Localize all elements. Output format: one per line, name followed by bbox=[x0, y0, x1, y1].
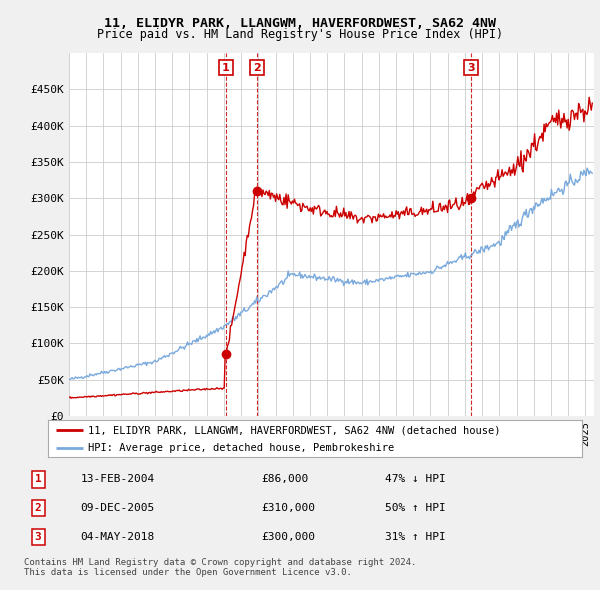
Text: 11, ELIDYR PARK, LLANGWM, HAVERFORDWEST, SA62 4NW (detached house): 11, ELIDYR PARK, LLANGWM, HAVERFORDWEST,… bbox=[88, 425, 500, 435]
Text: £300,000: £300,000 bbox=[261, 532, 315, 542]
Text: Price paid vs. HM Land Registry's House Price Index (HPI): Price paid vs. HM Land Registry's House … bbox=[97, 28, 503, 41]
Text: 3: 3 bbox=[35, 532, 41, 542]
Text: 47% ↓ HPI: 47% ↓ HPI bbox=[385, 474, 446, 484]
Text: £310,000: £310,000 bbox=[261, 503, 315, 513]
Text: Contains HM Land Registry data © Crown copyright and database right 2024.: Contains HM Land Registry data © Crown c… bbox=[24, 558, 416, 566]
Text: 09-DEC-2005: 09-DEC-2005 bbox=[80, 503, 155, 513]
Text: 1: 1 bbox=[35, 474, 41, 484]
Text: 2: 2 bbox=[253, 63, 261, 73]
Text: 11, ELIDYR PARK, LLANGWM, HAVERFORDWEST, SA62 4NW: 11, ELIDYR PARK, LLANGWM, HAVERFORDWEST,… bbox=[104, 17, 496, 30]
Text: 13-FEB-2004: 13-FEB-2004 bbox=[80, 474, 155, 484]
Text: This data is licensed under the Open Government Licence v3.0.: This data is licensed under the Open Gov… bbox=[24, 568, 352, 576]
Text: 1: 1 bbox=[222, 63, 230, 73]
Text: 2: 2 bbox=[35, 503, 41, 513]
Text: 31% ↑ HPI: 31% ↑ HPI bbox=[385, 532, 446, 542]
Text: 3: 3 bbox=[467, 63, 475, 73]
Text: 04-MAY-2018: 04-MAY-2018 bbox=[80, 532, 155, 542]
Text: £86,000: £86,000 bbox=[261, 474, 308, 484]
Text: 50% ↑ HPI: 50% ↑ HPI bbox=[385, 503, 446, 513]
Text: HPI: Average price, detached house, Pembrokeshire: HPI: Average price, detached house, Pemb… bbox=[88, 443, 394, 453]
